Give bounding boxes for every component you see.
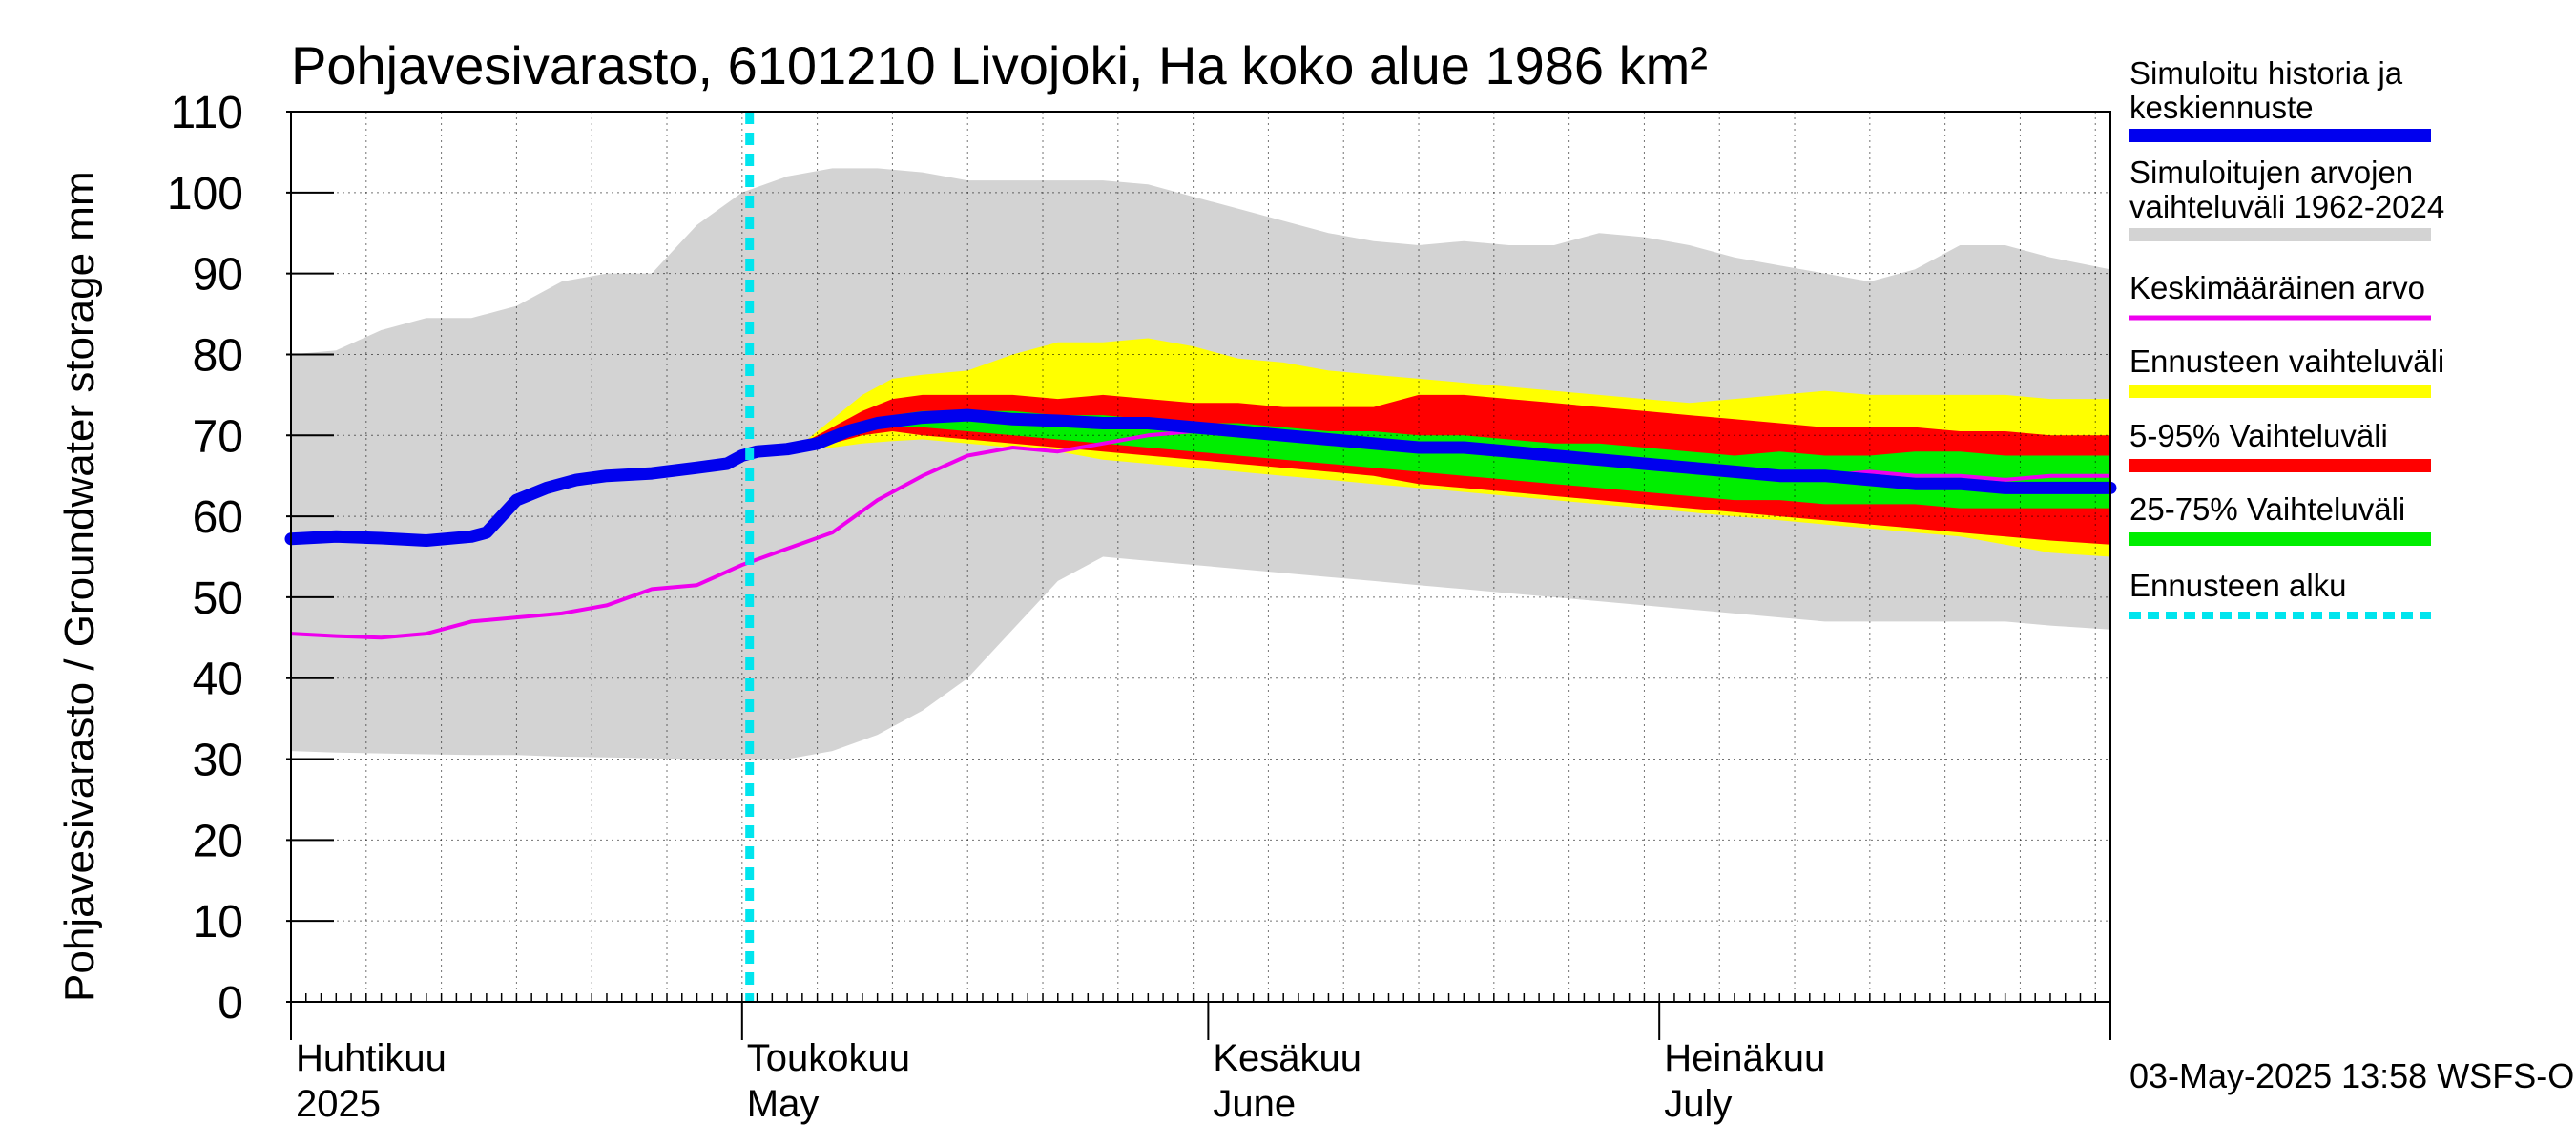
median-forecast-line — [284, 408, 2117, 547]
y-tick-label: 60 — [193, 492, 243, 543]
y-tick-label: 40 — [193, 655, 243, 705]
y-tick-label: 80 — [193, 330, 243, 381]
legend-label: vaihteluväli 1962-2024 — [2129, 189, 2444, 224]
footer-timestamp: 03-May-2025 13:58 WSFS-O — [2129, 1056, 2574, 1095]
y-tick-label: 50 — [193, 573, 243, 624]
month-label-en: June — [1213, 1083, 1296, 1125]
p25-75-band — [741, 410, 2110, 509]
legend-label: Simuloitujen arvojen — [2129, 155, 2413, 190]
y-tick-label: 0 — [218, 978, 243, 1029]
legend-label: Simuloitu historia ja — [2129, 55, 2403, 91]
legend-label: Keskimääräinen arvo — [2129, 270, 2425, 305]
plot-frame — [290, 111, 2111, 1003]
legend-label: 25-75% Vaihteluväli — [2129, 491, 2405, 527]
y-tick-label: 100 — [167, 169, 243, 219]
month-label-en: May — [747, 1083, 820, 1125]
y-tick-label: 20 — [193, 816, 243, 866]
y-tick-label: 10 — [193, 897, 243, 947]
legend-label: 5-95% Vaihteluväli — [2129, 418, 2388, 453]
month-label-fi: Toukokuu — [747, 1037, 910, 1079]
month-label-en: 2025 — [296, 1083, 381, 1125]
y-tick-label: 110 — [170, 88, 243, 138]
line-layer — [284, 112, 2117, 1002]
month-label-fi: Heinäkuu — [1664, 1037, 1825, 1079]
y-tick-label: 30 — [193, 736, 243, 786]
month-label-fi: Huhtikuu — [296, 1037, 447, 1079]
band-layer — [291, 168, 2110, 760]
y-tick-label: 90 — [193, 250, 243, 301]
chart-title: Pohjavesivarasto, 6101210 Livojoki, Ha k… — [291, 35, 1708, 95]
y-axis-label: Pohjavesivarasto / Groundwater storage m… — [56, 171, 103, 1002]
month-label-fi: Kesäkuu — [1213, 1037, 1361, 1079]
legend-label: Ennusteen vaihteluväli — [2129, 344, 2444, 379]
legend-label: Ennusteen alku — [2129, 568, 2347, 603]
legend-label: keskiennuste — [2129, 90, 2314, 125]
month-label-en: July — [1664, 1083, 1732, 1125]
y-tick-label: 70 — [193, 411, 243, 462]
